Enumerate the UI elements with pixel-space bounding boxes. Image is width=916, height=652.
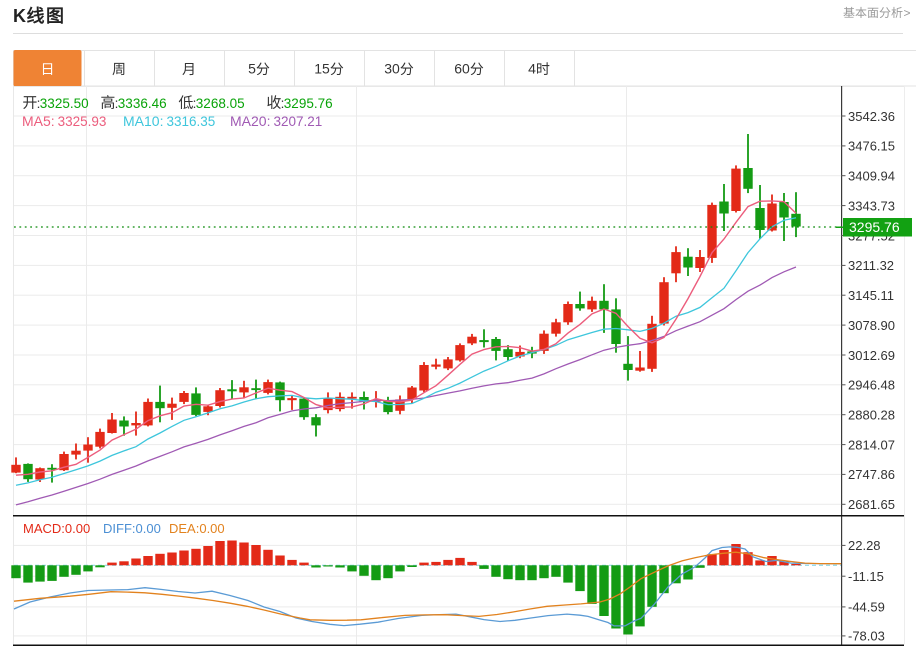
svg-text:2747.86: 2747.86	[848, 467, 895, 482]
svg-text:-11.15: -11.15	[848, 569, 884, 584]
svg-text:K: K	[13, 6, 26, 26]
svg-text:3207.21: 3207.21	[274, 114, 323, 129]
svg-text:2681.65: 2681.65	[848, 497, 895, 512]
svg-text:3325.93: 3325.93	[58, 114, 107, 129]
svg-text:3295.76: 3295.76	[284, 96, 333, 111]
svg-text::: :	[37, 96, 41, 111]
svg-text:2880.28: 2880.28	[848, 408, 895, 423]
svg-text:MA20:: MA20:	[230, 113, 270, 129]
svg-text:DIFF:0.00: DIFF:0.00	[103, 521, 161, 536]
svg-text:MA10:: MA10:	[123, 113, 163, 129]
svg-text:3542.36: 3542.36	[848, 109, 895, 124]
svg-text:DEA:0.00: DEA:0.00	[169, 521, 225, 536]
svg-text:-78.03: -78.03	[848, 629, 885, 644]
svg-text:MACD:0.00: MACD:0.00	[23, 521, 90, 536]
svg-text:3325.50: 3325.50	[40, 96, 89, 111]
svg-text:3295.76: 3295.76	[849, 219, 900, 235]
svg-text:60: 60	[454, 61, 470, 77]
svg-text:2946.48: 2946.48	[848, 378, 895, 393]
svg-text::: :	[193, 96, 197, 111]
svg-text:3012.69: 3012.69	[848, 348, 895, 363]
svg-text:3268.05: 3268.05	[196, 96, 245, 111]
svg-text:15: 15	[314, 61, 330, 77]
svg-text:3316.35: 3316.35	[167, 114, 216, 129]
svg-text:3409.94: 3409.94	[848, 169, 895, 184]
svg-text:4: 4	[528, 61, 536, 77]
svg-text:30: 30	[384, 61, 400, 77]
svg-text:3343.73: 3343.73	[848, 198, 895, 213]
svg-text:3476.15: 3476.15	[848, 139, 895, 154]
svg-text:2814.07: 2814.07	[848, 437, 895, 452]
svg-text:3211.32: 3211.32	[848, 258, 894, 273]
svg-text::: :	[281, 96, 285, 111]
svg-text:3145.11: 3145.11	[848, 288, 894, 303]
svg-text:-44.59: -44.59	[848, 600, 885, 615]
svg-text:>: >	[904, 6, 911, 20]
svg-text::: :	[115, 96, 119, 111]
svg-text:5: 5	[248, 61, 256, 77]
svg-text:3078.90: 3078.90	[848, 318, 895, 333]
svg-text:22.28: 22.28	[848, 538, 881, 553]
svg-text:MA5:: MA5:	[22, 113, 55, 129]
svg-text:3336.46: 3336.46	[118, 96, 167, 111]
